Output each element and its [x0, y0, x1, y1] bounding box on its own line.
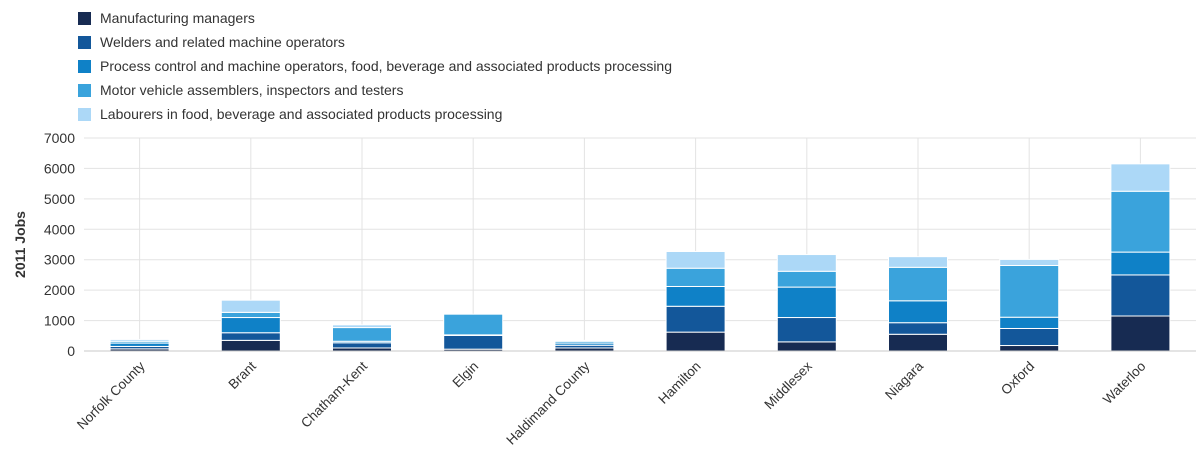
bar-segment[interactable]	[665, 331, 726, 352]
bar-segment[interactable]	[999, 264, 1060, 318]
legend: Manufacturing managers Welders and relate…	[78, 6, 672, 126]
bar-segment[interactable]	[776, 341, 837, 352]
x-tick-label: Hamilton	[655, 359, 703, 407]
bar-segment[interactable]	[665, 250, 726, 269]
bar-segment[interactable]	[220, 339, 281, 352]
y-tick-label: 3000	[44, 252, 75, 268]
bar-segment[interactable]	[888, 322, 948, 335]
legend-item[interactable]: Process control and machine operators, f…	[78, 54, 672, 78]
bar-segment[interactable]	[554, 339, 615, 342]
x-tick-label: Middlesex	[761, 358, 815, 412]
y-axis-title: 2011 Jobs	[12, 211, 28, 278]
bar-segment[interactable]	[1110, 251, 1171, 276]
bar-segment[interactable]	[443, 313, 504, 336]
bar-segment[interactable]	[776, 286, 837, 319]
y-tick-label: 4000	[44, 221, 75, 237]
bar-segment[interactable]	[109, 338, 170, 342]
x-tick-label: Niagara	[882, 358, 926, 402]
bar-segment[interactable]	[1110, 163, 1171, 192]
x-tick-label: Chatham-Kent	[298, 358, 370, 430]
bar-segment[interactable]	[776, 317, 837, 343]
bar-segment[interactable]	[332, 327, 392, 342]
legend-item[interactable]: Welders and related machine operators	[78, 30, 672, 54]
bar-segment[interactable]	[1110, 274, 1171, 317]
bar-segment[interactable]	[999, 345, 1060, 352]
bar-segment[interactable]	[665, 305, 726, 333]
legend-swatch	[78, 11, 91, 25]
legend-swatch	[78, 59, 91, 73]
y-tick-label: 6000	[44, 160, 75, 176]
y-tick-label: 7000	[44, 130, 75, 146]
bar-segment[interactable]	[1110, 190, 1171, 253]
legend-item[interactable]: Labourers in food, beverage and associat…	[78, 102, 672, 126]
x-tick-label: Waterloo	[1100, 359, 1148, 407]
y-tick-label: 5000	[44, 191, 75, 207]
bar-segment[interactable]	[332, 324, 392, 329]
bar-segment[interactable]	[220, 311, 281, 319]
bar-segment[interactable]	[665, 285, 726, 307]
bar-segment[interactable]	[999, 327, 1060, 347]
x-tick-label: Oxford	[998, 359, 1037, 398]
bar-segment[interactable]	[665, 267, 726, 287]
legend-label: Manufacturing managers	[100, 10, 255, 26]
bar-segment[interactable]	[888, 333, 948, 352]
bar-segment[interactable]	[220, 317, 281, 334]
bar-segment[interactable]	[220, 332, 281, 341]
bar-segment[interactable]	[888, 266, 948, 302]
legend-label: Motor vehicle assemblers, inspectors and…	[100, 82, 404, 98]
bar-segment[interactable]	[888, 256, 948, 268]
bar-segment[interactable]	[443, 334, 504, 350]
y-tick-label: 2000	[44, 282, 75, 298]
bar-segment[interactable]	[888, 300, 948, 324]
y-tick-label: 1000	[44, 313, 75, 329]
bar-segment[interactable]	[999, 258, 1060, 266]
legend-swatch	[78, 107, 91, 121]
bar-segment[interactable]	[332, 342, 392, 349]
bar-segment[interactable]	[109, 342, 170, 347]
legend-label: Labourers in food, beverage and associat…	[100, 106, 503, 122]
x-tick-label: Norfolk County	[74, 358, 148, 432]
legend-swatch	[78, 83, 91, 97]
bar-segment[interactable]	[1110, 315, 1171, 352]
y-tick-label: 0	[67, 343, 75, 359]
bar-segment[interactable]	[220, 299, 281, 313]
legend-item[interactable]: Motor vehicle assemblers, inspectors and…	[78, 78, 672, 102]
legend-swatch	[78, 35, 91, 49]
x-tick-label: Brant	[225, 358, 259, 392]
legend-label: Welders and related machine operators	[100, 34, 345, 50]
x-tick-label: Haldimand County	[503, 358, 592, 447]
bar-segment[interactable]	[776, 270, 837, 288]
bar-segment[interactable]	[776, 254, 837, 272]
x-tick-label: Elgin	[449, 359, 481, 391]
legend-label: Process control and machine operators, f…	[100, 58, 673, 74]
bar-segment[interactable]	[999, 316, 1060, 329]
legend-item[interactable]: Manufacturing managers	[78, 6, 672, 30]
